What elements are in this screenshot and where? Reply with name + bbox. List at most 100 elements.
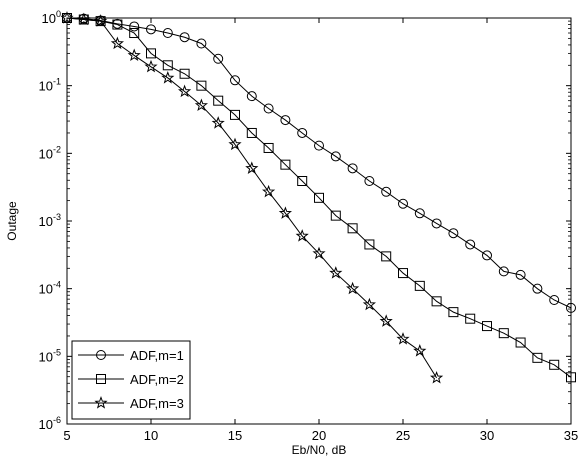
data-point bbox=[549, 359, 560, 370]
data-point bbox=[398, 198, 408, 209]
data-point bbox=[482, 321, 492, 332]
data-point bbox=[213, 95, 224, 106]
data-point bbox=[246, 91, 257, 102]
data-point bbox=[465, 239, 476, 250]
y-tick-label: 10-1 bbox=[39, 77, 61, 94]
data-point bbox=[179, 68, 190, 79]
series-line bbox=[66, 17, 438, 379]
data-point bbox=[448, 307, 459, 318]
legend-item: ADF,m=2 bbox=[78, 372, 184, 387]
data-point bbox=[262, 184, 276, 198]
data-point bbox=[278, 206, 292, 219]
data-point bbox=[246, 127, 257, 138]
legend-marker bbox=[94, 396, 108, 409]
series-line bbox=[66, 17, 572, 309]
data-point bbox=[312, 246, 326, 260]
data-point bbox=[413, 344, 427, 357]
data-point bbox=[230, 109, 240, 120]
data-point bbox=[230, 75, 240, 86]
data-point bbox=[144, 59, 158, 73]
data-point bbox=[297, 127, 308, 138]
x-tick-label: 30 bbox=[480, 428, 494, 443]
y-axis: 10-6 10-5 10-4 10-3 10-2 10-1 100 bbox=[39, 9, 571, 432]
data-point bbox=[465, 313, 476, 324]
data-point bbox=[178, 84, 192, 98]
x-tick-label: 15 bbox=[228, 428, 242, 443]
data-point bbox=[347, 163, 358, 174]
data-point bbox=[414, 208, 425, 219]
data-point bbox=[211, 116, 225, 129]
y-axis-label: Outage bbox=[5, 201, 19, 241]
data-point bbox=[112, 19, 123, 30]
data-point bbox=[498, 266, 509, 277]
y-tick-label: 10-5 bbox=[39, 347, 61, 364]
series-2 bbox=[62, 13, 576, 383]
data-point bbox=[314, 140, 324, 151]
legend-item: ADF,m=3 bbox=[78, 396, 184, 411]
legend-marker bbox=[96, 350, 106, 360]
x-tick-label: 35 bbox=[564, 428, 578, 443]
data-point bbox=[245, 161, 259, 174]
data-point bbox=[364, 176, 375, 187]
data-point bbox=[110, 36, 124, 50]
x-tick-label: 10 bbox=[144, 428, 158, 443]
data-point bbox=[129, 28, 140, 39]
data-point bbox=[94, 14, 108, 27]
data-point bbox=[263, 142, 274, 153]
data-point bbox=[228, 137, 242, 151]
series-3 bbox=[60, 11, 444, 384]
data-point bbox=[77, 12, 91, 26]
data-point bbox=[330, 210, 341, 221]
data-point bbox=[379, 314, 393, 327]
data-point bbox=[414, 280, 425, 291]
y-tick-label: 10-6 bbox=[39, 415, 61, 432]
data-point bbox=[381, 186, 392, 197]
legend-marker bbox=[96, 374, 106, 384]
legend-item: ADF,m=1 bbox=[78, 348, 184, 363]
data-point bbox=[532, 283, 543, 294]
data-point bbox=[347, 223, 358, 234]
x-tick-label: 5 bbox=[63, 428, 70, 443]
data-point bbox=[498, 328, 509, 339]
data-point bbox=[364, 239, 375, 250]
data-point bbox=[194, 98, 208, 112]
series-1 bbox=[62, 13, 576, 313]
data-point bbox=[280, 159, 291, 170]
data-point bbox=[515, 269, 526, 280]
data-point bbox=[280, 115, 291, 126]
data-point bbox=[179, 32, 190, 43]
data-point bbox=[196, 38, 207, 49]
data-point bbox=[196, 80, 207, 91]
x-tick-label: 25 bbox=[396, 428, 410, 443]
data-point bbox=[515, 337, 526, 348]
data-point bbox=[566, 302, 576, 313]
legend-label: ADF,m=3 bbox=[130, 396, 184, 411]
y-tick-label: 10-2 bbox=[39, 144, 61, 161]
legend-label: ADF,m=1 bbox=[130, 348, 184, 363]
data-point bbox=[127, 48, 141, 62]
y-tick-label: 10-3 bbox=[39, 212, 61, 229]
data-point bbox=[146, 24, 156, 35]
data-point bbox=[430, 370, 444, 384]
data-point bbox=[346, 281, 360, 295]
data-point bbox=[162, 60, 173, 71]
legend-label: ADF,m=2 bbox=[130, 372, 184, 387]
data-point bbox=[146, 48, 156, 59]
data-point bbox=[431, 218, 442, 229]
data-point bbox=[381, 251, 392, 262]
series-layer bbox=[60, 11, 576, 384]
data-point bbox=[396, 332, 410, 345]
x-axis: 5 10 15 20 25 30 35 bbox=[63, 18, 578, 443]
data-point bbox=[362, 297, 376, 311]
data-point bbox=[566, 372, 576, 383]
data-point bbox=[398, 268, 408, 279]
data-point bbox=[161, 71, 175, 84]
legend: ADF,m=1 ADF,m=2 ADF,m=3 bbox=[71, 340, 191, 420]
data-point bbox=[482, 250, 492, 261]
data-point bbox=[448, 228, 459, 239]
data-point bbox=[330, 151, 341, 162]
data-point bbox=[129, 21, 140, 32]
data-point bbox=[431, 296, 442, 307]
data-point bbox=[60, 11, 74, 24]
